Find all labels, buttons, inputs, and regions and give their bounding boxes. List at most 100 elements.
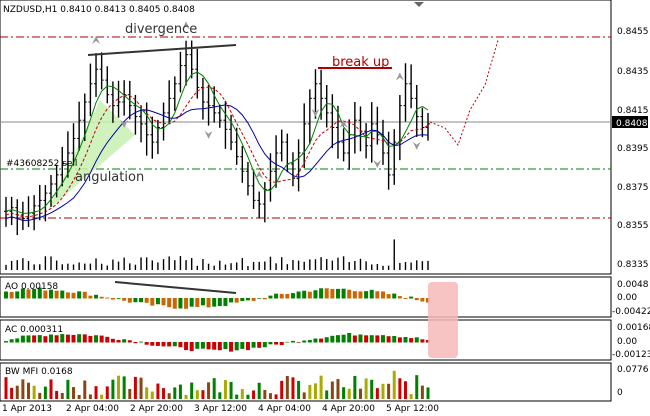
ao-bar	[172, 298, 177, 309]
mfi-bar	[32, 385, 36, 399]
mfi-bar	[66, 379, 70, 399]
ac-bar	[245, 342, 250, 351]
ac-bar	[369, 335, 374, 343]
mfi-bar	[358, 388, 362, 399]
ac-bar	[65, 334, 70, 343]
ac-bar	[189, 342, 194, 352]
mfi-bar	[55, 390, 59, 399]
price-axis: 0.8455 0.8435 0.8415 0.8395 0.8375 0.835…	[617, 27, 649, 270]
ao-bar	[420, 298, 425, 302]
ac-bar	[133, 342, 138, 344]
chart-shift-marker[interactable]	[414, 2, 424, 7]
ac-bar	[380, 335, 385, 343]
signal-highlight[interactable]	[428, 282, 458, 358]
ac-window[interactable]	[0, 319, 612, 361]
mfi-bar	[77, 394, 81, 399]
symbol-header: NZDUSD,H1 0.8410 0.8413 0.8405 0.8408	[3, 5, 195, 15]
ao-bar	[189, 298, 194, 307]
ac-bar	[122, 339, 127, 343]
ac-bar	[296, 342, 301, 343]
ao-bar	[49, 289, 54, 299]
ac-axis-tick: 0.00	[617, 337, 637, 347]
mfi-bar	[111, 379, 115, 399]
ao-bar	[397, 296, 402, 299]
break-up-label: break up	[332, 55, 389, 70]
mfi-bar	[392, 370, 396, 399]
ac-bar	[150, 342, 155, 346]
ac-bar	[358, 334, 363, 343]
mfi-bar	[145, 387, 149, 399]
ac-bar	[290, 340, 295, 343]
ac-bar	[99, 335, 104, 343]
ao-bar	[268, 295, 273, 299]
mfi-bar	[72, 387, 76, 399]
ac-bar	[403, 337, 408, 343]
mfi-bar	[128, 388, 132, 399]
ao-bar	[26, 289, 31, 299]
ac-bar	[60, 334, 65, 343]
mfi-bar	[105, 386, 109, 399]
angulation-shape[interactable]	[48, 100, 135, 210]
mfi-bar	[297, 380, 301, 399]
mfi-bar	[246, 394, 250, 399]
ao-bar	[313, 290, 318, 299]
moving-average-red	[5, 86, 429, 218]
mfi-bar	[420, 385, 424, 399]
mfi-bar	[207, 382, 211, 399]
ao-bar	[302, 290, 307, 299]
time-tick: 2 Apr 20:00	[130, 404, 183, 414]
ac-bar	[37, 335, 42, 343]
time-tick: 3 Apr 12:00	[194, 404, 247, 414]
ao-bar	[386, 294, 391, 299]
mfi-bar	[285, 376, 289, 399]
mfi-bar	[280, 380, 284, 399]
price-bars	[4, 40, 430, 236]
fractal-arrow-icon	[255, 170, 264, 179]
ao-bar	[122, 298, 127, 301]
mfi-bar	[347, 388, 351, 399]
ao-bar	[341, 288, 346, 299]
ao-bar	[296, 291, 301, 299]
divergence-trendline[interactable]	[87, 44, 237, 56]
ac-bar	[49, 334, 54, 343]
mfi-bar	[4, 377, 8, 399]
ac-bar	[206, 342, 211, 350]
ao-bar	[99, 296, 104, 299]
ao-bar	[77, 291, 82, 299]
ao-bar	[206, 298, 211, 308]
fractal-arrow-icon	[311, 108, 320, 117]
mfi-bar	[139, 377, 143, 399]
ao-axis-tick: 0.00	[617, 293, 637, 303]
price-tick: 0.8375	[617, 183, 649, 193]
mfi-bar	[150, 391, 154, 399]
mfi-bar	[156, 383, 160, 399]
mfi-bar	[178, 384, 182, 399]
ao-bar	[184, 298, 189, 309]
mfi-bar	[240, 389, 244, 399]
fractal-arrow-icon	[120, 119, 129, 128]
ao-bar	[330, 288, 335, 299]
ac-bar	[335, 335, 340, 343]
ao-bar	[178, 298, 183, 309]
ao-bar	[105, 297, 110, 299]
ao-bar	[279, 293, 284, 299]
ac-bar	[341, 334, 346, 343]
mfi-bar	[133, 376, 137, 399]
ao-bar	[352, 291, 357, 299]
ao-bar	[245, 298, 250, 301]
ao-bar	[319, 288, 324, 299]
ac-bar	[155, 342, 160, 346]
time-tick: 5 Apr 12:00	[386, 404, 439, 414]
mfi-bar	[21, 379, 25, 399]
mfi-bar	[302, 392, 306, 399]
ac-bar	[279, 342, 284, 346]
ao-divergence-line[interactable]	[114, 281, 237, 294]
ao-label: AO 0.00158	[5, 282, 58, 292]
ao-bar	[375, 291, 380, 299]
ac-bar	[397, 337, 402, 343]
ac-bar	[257, 342, 262, 348]
ao-bar	[37, 287, 42, 299]
mfi-bar	[263, 389, 267, 399]
ac-bar	[285, 341, 290, 343]
ao-axis-tick: -0.00422	[612, 307, 650, 317]
